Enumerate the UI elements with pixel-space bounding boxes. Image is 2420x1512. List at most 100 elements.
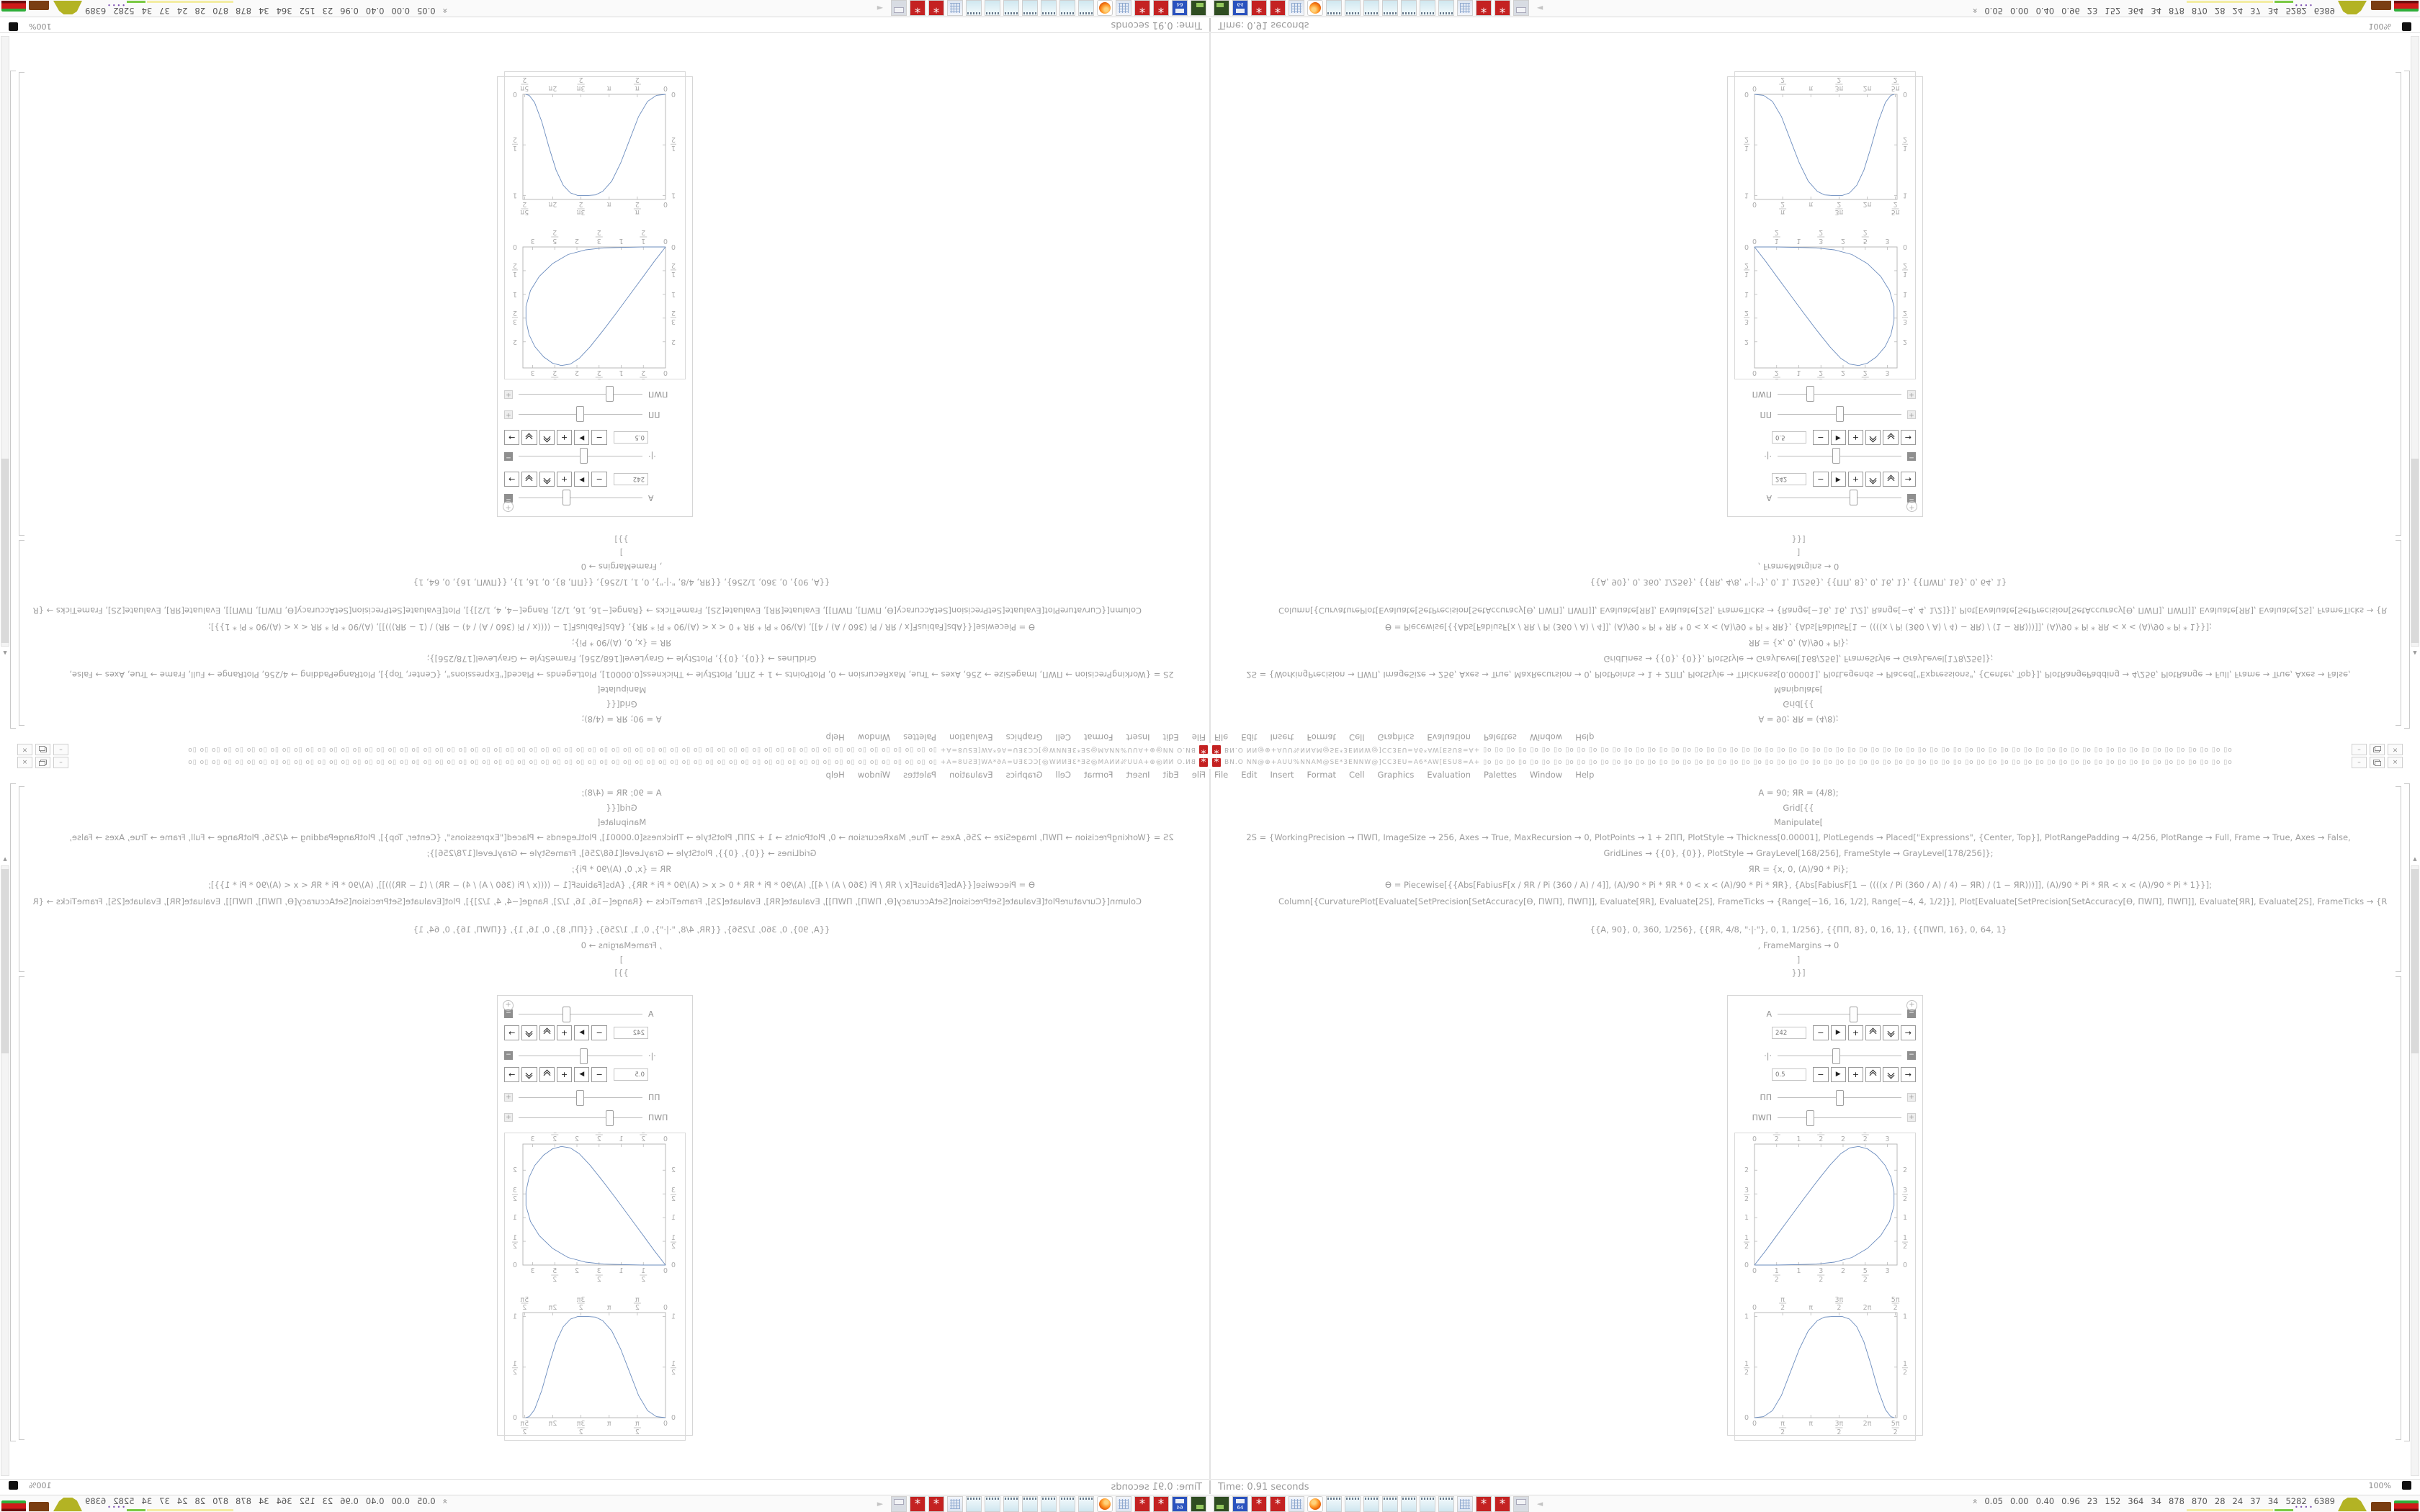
- notepad-icon[interactable]: [1059, 0, 1075, 17]
- play-button[interactable]: ▶: [1830, 430, 1846, 446]
- slider-thumb[interactable]: [606, 386, 614, 402]
- slider-thumb[interactable]: [1806, 386, 1814, 402]
- menu-item-cell[interactable]: Cell: [1055, 732, 1071, 742]
- window-title-bar[interactable]: * BN.O NN@⊕+AUU%NNAM@SE*3ENNW@]CC3EU=A6*…: [10, 756, 1210, 768]
- scrollbar-thumb[interactable]: [1, 869, 9, 1053]
- menu-item-evaluation[interactable]: Evaluation: [1427, 732, 1471, 742]
- menu-item-help[interactable]: Help: [1575, 732, 1595, 742]
- cell-bracket-group[interactable]: [2404, 783, 2410, 1441]
- menu-item-format[interactable]: Format: [1083, 732, 1113, 742]
- gear-icon[interactable]: [910, 1495, 926, 1512]
- minimize-button[interactable]: –: [2352, 744, 2367, 756]
- expand-toggle[interactable]: +: [1907, 390, 1916, 399]
- scroll-up-arrow[interactable]: ▲: [2413, 856, 2417, 862]
- gear-icon[interactable]: [928, 1495, 944, 1512]
- chevrons-up-icon[interactable]: [1865, 430, 1881, 446]
- expand-toggle[interactable]: +: [1907, 1093, 1916, 1102]
- decrement-button[interactable]: −: [1813, 1066, 1829, 1082]
- gear-icon[interactable]: [1251, 0, 1267, 17]
- notepad-icon[interactable]: [1363, 1495, 1379, 1512]
- menu-item-graphics[interactable]: Graphics: [1005, 732, 1043, 742]
- scroll-up-arrow[interactable]: ▲: [3, 650, 7, 656]
- collapse-toggle[interactable]: −: [504, 1051, 513, 1060]
- manipulate-options-icon[interactable]: +: [1906, 1000, 1917, 1011]
- scroll-up-arrow[interactable]: ▲: [3, 856, 7, 862]
- chevrons-down-icon[interactable]: [1883, 1066, 1899, 1082]
- menu-item-help[interactable]: Help: [825, 770, 845, 780]
- printer-icon[interactable]: [891, 0, 907, 17]
- slider-thumb[interactable]: [1832, 1048, 1840, 1064]
- direction-button[interactable]: →: [1900, 430, 1917, 446]
- gear-icon[interactable]: [1476, 0, 1492, 17]
- cell-bracket-output[interactable]: [2396, 72, 2401, 536]
- window-title-bar[interactable]: * BN.O NN@⊕+AUU%NNAM@SE*3ENNW@]CC3EU=A6*…: [1210, 744, 2410, 756]
- slider-pwp[interactable]: [519, 1110, 642, 1126]
- speaker-icon[interactable]: [872, 1, 888, 17]
- manipulate-options-icon[interactable]: +: [503, 1000, 514, 1011]
- cell-bracket-code[interactable]: [19, 540, 24, 726]
- expand-chevrons-icon[interactable]: «: [1970, 1498, 1981, 1504]
- chevrons-down-icon[interactable]: [521, 1066, 537, 1082]
- manipulate-options-icon[interactable]: +: [503, 501, 514, 512]
- chevrons-up-icon[interactable]: [539, 472, 555, 487]
- expand-toggle[interactable]: +: [504, 390, 513, 399]
- increment-button[interactable]: +: [556, 1066, 573, 1082]
- gear-icon[interactable]: [1153, 1495, 1169, 1512]
- gear-icon[interactable]: [1494, 0, 1510, 17]
- terminal-icon[interactable]: [1214, 0, 1229, 17]
- slider-thumb[interactable]: [576, 1089, 585, 1106]
- notepad-icon[interactable]: [1326, 1495, 1342, 1512]
- menu-item-help[interactable]: Help: [1575, 770, 1595, 780]
- restore-button[interactable]: [35, 744, 50, 756]
- slider-thumb[interactable]: [563, 1006, 571, 1022]
- menu-item-cell[interactable]: Cell: [1349, 732, 1365, 742]
- floppy64-icon[interactable]: 64: [1172, 0, 1188, 17]
- scrollbar-thumb[interactable]: [2411, 869, 2419, 1053]
- notepad-icon[interactable]: [1438, 1495, 1454, 1512]
- menu-item-cell[interactable]: Cell: [1055, 770, 1071, 780]
- calc-icon[interactable]: [1289, 0, 1304, 17]
- terminal-icon[interactable]: [1214, 1495, 1229, 1512]
- notepad-icon[interactable]: [1401, 0, 1417, 17]
- printer-icon[interactable]: [1513, 0, 1529, 17]
- cell-bracket-output[interactable]: [2396, 976, 2401, 1440]
- gear-icon[interactable]: [910, 0, 926, 17]
- slider-r[interactable]: [519, 448, 642, 464]
- scrollbar-track[interactable]: [1, 865, 9, 1476]
- collapse-toggle[interactable]: −: [1907, 1051, 1916, 1060]
- play-button[interactable]: ▶: [574, 1066, 590, 1082]
- restore-button[interactable]: [2370, 756, 2385, 768]
- menu-item-edit[interactable]: Edit: [1241, 732, 1258, 742]
- value-input[interactable]: 0.5: [1772, 1068, 1807, 1081]
- window-title-bar[interactable]: * BN.O NN@⊕+AUU%NNAM@SE*3ENNW@]CC3EU=A6*…: [10, 744, 1210, 756]
- notepad-icon[interactable]: [1078, 1495, 1094, 1512]
- increment-button[interactable]: +: [556, 430, 573, 446]
- value-input[interactable]: 242: [613, 1026, 648, 1039]
- cell-bracket-code[interactable]: [2396, 786, 2401, 972]
- play-button[interactable]: ▶: [574, 1025, 590, 1040]
- expand-chevrons-icon[interactable]: «: [1970, 8, 1981, 14]
- menu-item-palettes[interactable]: Palettes: [903, 732, 936, 742]
- firefox-icon[interactable]: [1307, 1495, 1323, 1512]
- menu-item-insert[interactable]: Insert: [1126, 732, 1150, 742]
- chevrons-up-icon[interactable]: [539, 1066, 555, 1082]
- menu-item-graphics[interactable]: Graphics: [1377, 732, 1415, 742]
- close-button[interactable]: ×: [2388, 744, 2403, 756]
- scrollbar-track[interactable]: [2411, 36, 2419, 647]
- chevrons-down-icon[interactable]: [521, 472, 537, 487]
- slider-pp[interactable]: [1778, 1089, 1901, 1106]
- menu-item-format[interactable]: Format: [1307, 732, 1337, 742]
- expand-toggle[interactable]: +: [504, 410, 513, 419]
- window-title-bar[interactable]: * BN.O NN@⊕+AUU%NNAM@SE*3ENNW@]CC3EU=A6*…: [1210, 756, 2410, 768]
- menu-item-format[interactable]: Format: [1083, 770, 1113, 780]
- menu-item-window[interactable]: Window: [1529, 770, 1563, 780]
- decrement-button[interactable]: −: [1813, 430, 1829, 446]
- notepad-icon[interactable]: [1345, 1495, 1361, 1512]
- scrollbar-track[interactable]: [1, 36, 9, 647]
- slider-thumb[interactable]: [1806, 1110, 1814, 1126]
- floppy64-icon[interactable]: 64: [1232, 1495, 1248, 1512]
- cell-bracket-group[interactable]: [10, 783, 16, 1441]
- slider-thumb[interactable]: [606, 1110, 614, 1126]
- notepad-icon[interactable]: [1363, 0, 1379, 17]
- chevrons-down-icon[interactable]: [1883, 1025, 1899, 1040]
